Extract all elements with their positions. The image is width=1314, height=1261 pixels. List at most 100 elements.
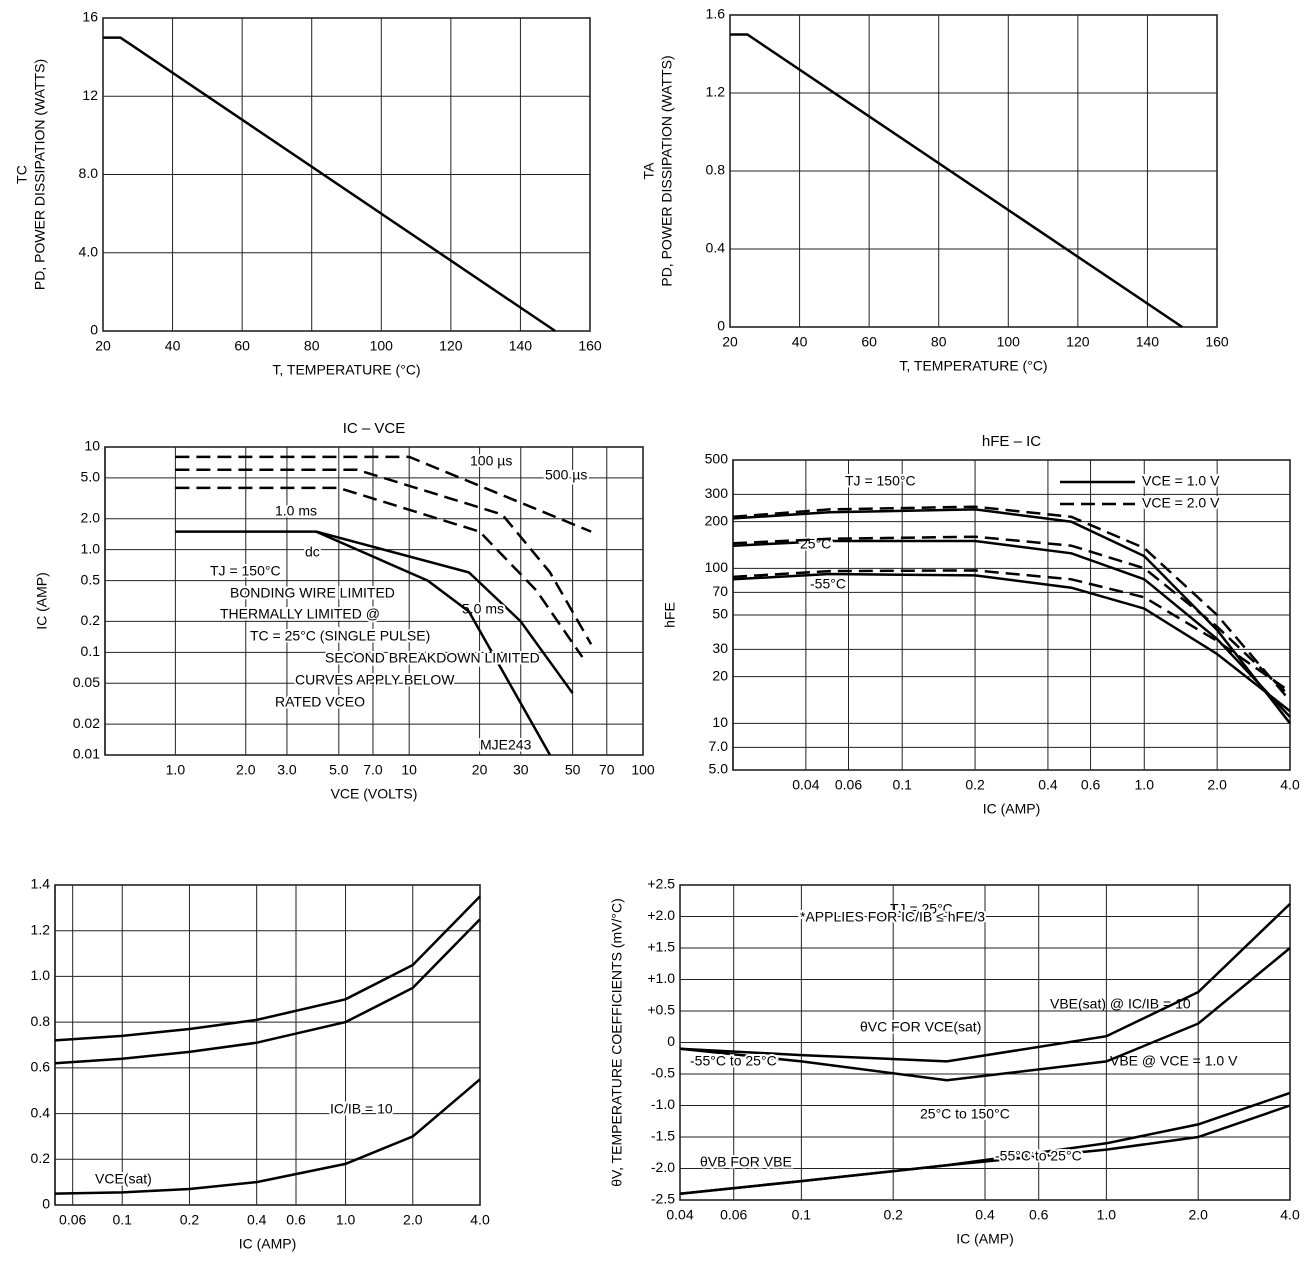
y-tick-label: 0.8: [706, 162, 726, 178]
chart-title: IC – VCE: [343, 420, 406, 437]
annotation: BONDING WIRE LIMITED: [230, 585, 395, 601]
x-tick-label: 0.2: [883, 1207, 903, 1223]
curve-label: 100 µs: [470, 453, 512, 469]
y-axis-label: hFE: [662, 602, 678, 628]
curve: [54, 895, 481, 1042]
y-tick-label: 0.05: [73, 674, 100, 690]
x-tick-label: 3.0: [277, 762, 297, 778]
y-tick-label: 7.0: [709, 738, 729, 754]
x-tick-label: 120: [1066, 334, 1090, 350]
x-tick-label: 0.6: [1029, 1207, 1049, 1223]
y-tick-label: 5.0: [709, 761, 729, 777]
x-tick-label: 20: [722, 334, 738, 350]
x-tick-label: 7.0: [363, 762, 383, 778]
plot-frame: [54, 884, 481, 1206]
curve-label: 500 µs: [545, 467, 587, 483]
y-tick-label: 0.01: [73, 746, 100, 762]
y-tick-label: 50: [712, 606, 728, 622]
curve-label: 5.0 ms: [462, 601, 504, 617]
y-axis-label: TC: [14, 165, 30, 184]
x-tick-label: 20: [95, 338, 111, 354]
y-tick-label: 0: [667, 1033, 675, 1049]
x-tick-label: 5.0: [329, 762, 349, 778]
y-tick-label: 0.4: [31, 1104, 51, 1120]
y-tick-label: 0.4: [706, 240, 726, 256]
x-tick-label: 80: [304, 338, 320, 354]
x-tick-label: 0.2: [180, 1212, 200, 1228]
y-tick-label: 1.0: [81, 540, 101, 556]
x-tick-label: 140: [509, 338, 533, 354]
x-tick-label: 0.4: [247, 1212, 267, 1228]
y-tick-label: 0.02: [73, 715, 100, 731]
x-axis-label: T, TEMPERATURE (°C): [272, 362, 420, 378]
y-tick-label: 30: [712, 640, 728, 656]
y-tick-label: 0.2: [81, 612, 101, 628]
plot-frame: [104, 446, 644, 756]
x-tick-label: 70: [599, 762, 615, 778]
legend-label: VCE = 1.0 V: [1142, 473, 1220, 489]
x-tick-label: 1.0: [1097, 1207, 1117, 1223]
x-tick-label: 0.06: [835, 777, 862, 793]
x-tick-label: 40: [792, 334, 808, 350]
curve-label: dc: [305, 544, 320, 560]
x-tick-label: 1.0: [166, 762, 186, 778]
x-tick-label: 50: [565, 762, 581, 778]
y-tick-label: 10: [84, 438, 100, 454]
y-tick-label: -2.0: [651, 1159, 675, 1175]
y-tick-label: 5.0: [81, 469, 101, 485]
x-tick-label: 30: [513, 762, 529, 778]
y-axis-label: θV, TEMPERATURE COEFFICIENTS (mV/°C): [609, 898, 625, 1186]
y-tick-label: 300: [705, 485, 729, 501]
x-tick-label: 0.04: [792, 777, 819, 793]
x-tick-label: 0.6: [286, 1212, 306, 1228]
curve: [103, 36, 556, 333]
annotation: MJE243: [480, 737, 532, 753]
y-tick-label: -1.0: [651, 1096, 675, 1112]
x-tick-label: 2.0: [403, 1212, 423, 1228]
x-axis-label: IC (AMP): [956, 1231, 1014, 1247]
x-tick-label: 0.1: [112, 1212, 132, 1228]
curve: [732, 535, 1291, 697]
y-tick-label: 10: [712, 714, 728, 730]
y-tick-label: 12: [82, 87, 98, 103]
y-tick-label: 0.5: [81, 571, 101, 587]
curve-label: TJ = 150°C: [845, 473, 916, 489]
y-tick-label: 16: [82, 9, 98, 25]
x-tick-label: 80: [931, 334, 947, 350]
curve: [732, 505, 1291, 702]
x-tick-label: 2.0: [1188, 1207, 1208, 1223]
x-tick-label: 0.4: [975, 1207, 995, 1223]
annotation: TJ = 25°C: [890, 901, 953, 917]
curve-label: VBE(sat) @ IC/IB = 10: [1050, 996, 1191, 1012]
y-tick-label: 70: [712, 583, 728, 599]
curve: [732, 572, 1291, 713]
annotation: IC/IB = 10: [330, 1101, 393, 1117]
x-tick-label: 4.0: [470, 1212, 490, 1228]
x-tick-label: 0.06: [720, 1207, 747, 1223]
annotation: *APPLIES FOR IC/IB ≤ hFE/3: [800, 909, 985, 925]
x-tick-label: 2.0: [1207, 777, 1227, 793]
y-tick-label: -0.5: [651, 1065, 675, 1081]
y-tick-label: 500: [705, 451, 729, 467]
curve-label: 25°C to 150°C: [920, 1106, 1010, 1122]
x-tick-label: 60: [234, 338, 250, 354]
y-tick-label: +1.0: [647, 970, 675, 986]
y-axis-label: IC (AMP): [34, 572, 50, 630]
x-axis-label: VCE (VOLTS): [331, 786, 418, 802]
x-tick-label: 100: [370, 338, 394, 354]
curve: [679, 1104, 1291, 1195]
x-axis-label: IC (AMP): [239, 1236, 297, 1252]
curve: [679, 902, 1291, 1063]
y-tick-label: -1.5: [651, 1128, 675, 1144]
y-tick-label: 20: [712, 667, 728, 683]
x-tick-label: 140: [1136, 334, 1160, 350]
y-tick-label: 0.6: [31, 1059, 51, 1075]
y-tick-label: 0: [42, 1196, 50, 1212]
curve: [730, 33, 1183, 329]
curve-label: 1.0 ms: [275, 503, 317, 519]
y-tick-label: 1.2: [31, 921, 51, 937]
curve: [54, 1078, 481, 1195]
x-tick-label: 0.6: [1081, 777, 1101, 793]
x-axis-label: IC (AMP): [983, 801, 1041, 817]
annotation: θVC FOR VCE(sat): [860, 1019, 981, 1035]
